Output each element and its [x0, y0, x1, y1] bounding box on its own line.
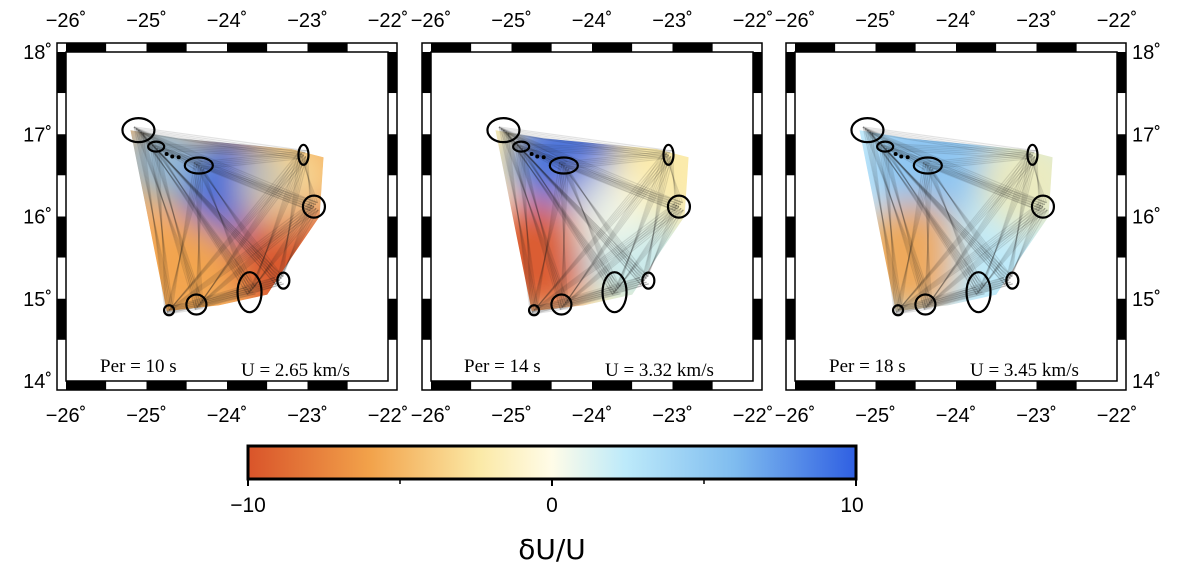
lon-tick-label-top: −23˚ [287, 10, 328, 32]
lon-tick-label-top: −25˚ [855, 10, 896, 32]
lon-tick-label-bottom: −26˚ [46, 405, 87, 427]
colorbar-label: δU/U [518, 533, 586, 566]
colorbar: −10 0 10 δU/U [230, 444, 864, 566]
lon-tick-label-bottom: −25˚ [126, 405, 167, 427]
lon-tick-label-top: −25˚ [126, 10, 167, 32]
velocity-label-2: U = 3.45 km/s [970, 360, 1079, 381]
velocity-label-1: U = 3.32 km/s [605, 360, 714, 381]
lon-tick-label-bottom: −24˚ [936, 405, 977, 427]
lon-tick-label-bottom: −25˚ [855, 405, 896, 427]
lon-tick-label-bottom: −22˚ [368, 405, 409, 427]
lon-tick-label-top: −25˚ [491, 10, 532, 32]
lon-tick-label-bottom: −23˚ [1016, 405, 1057, 427]
lat-tick-label: 15˚ [1132, 289, 1161, 311]
lat-tick-label: 16˚ [1132, 207, 1161, 229]
colorbar-tick-label-mid: 0 [546, 494, 558, 517]
lon-tick-label-top: −26˚ [46, 10, 87, 32]
lon-tick-label-bottom: −26˚ [411, 405, 452, 427]
lon-tick-label-bottom: −22˚ [1097, 405, 1138, 427]
lon-tick-label-bottom: −23˚ [287, 405, 328, 427]
lon-tick-label-top: −24˚ [572, 10, 613, 32]
lat-tick-label: 17˚ [1132, 124, 1161, 146]
lon-tick-label-bottom: −24˚ [207, 405, 248, 427]
lat-tick-label: 15˚ [23, 289, 52, 311]
colorbar-gradient [246, 444, 858, 481]
map-frame [421, 42, 763, 391]
lon-tick-label-bottom: −23˚ [652, 405, 693, 427]
lon-tick-label-bottom: −22˚ [733, 405, 774, 427]
island-outlines [121, 117, 327, 317]
map-frame [785, 42, 1127, 391]
lon-tick-label-top: −24˚ [936, 10, 977, 32]
island-outlines [850, 117, 1056, 317]
lat-tick-label: 14˚ [1132, 371, 1161, 393]
lon-tick-label-top: −24˚ [207, 10, 248, 32]
colorbar-tick-label-min: −10 [230, 494, 266, 517]
lon-tick-label-bottom: −24˚ [572, 405, 613, 427]
lat-tick-label: 18˚ [23, 42, 52, 64]
period-label-2: Per = 18 s [829, 356, 906, 377]
colorbar-tick-label-max: 10 [840, 494, 863, 517]
lon-tick-label-top: −22˚ [733, 10, 774, 32]
island-outlines [486, 117, 692, 317]
map-panel-2: −26˚ −26˚ −25˚ −25˚ −24˚ −24˚ −23˚ −23˚ −22˚ −22˚… [775, 10, 1161, 427]
period-label-1: Per = 14 s [464, 356, 541, 377]
lat-tick-label: 17˚ [23, 124, 52, 146]
map-frame [56, 42, 398, 391]
lat-tick-label: 16˚ [23, 207, 52, 229]
lon-tick-label-top: −22˚ [1097, 10, 1138, 32]
lat-tick-label: 18˚ [1132, 42, 1161, 64]
lat-tick-label: 14˚ [23, 371, 52, 393]
lon-tick-label-top: −26˚ [775, 10, 816, 32]
lon-tick-label-top: −26˚ [411, 10, 452, 32]
velocity-label-0: U = 2.65 km/s [241, 360, 350, 381]
lon-tick-label-top: −23˚ [652, 10, 693, 32]
lon-tick-label-top: −23˚ [1016, 10, 1057, 32]
lon-tick-label-bottom: −26˚ [775, 405, 816, 427]
map-panel-1: −26˚ −26˚ −25˚ −25˚ −24˚ −24˚ −23˚ −23˚ −22˚ −22˚ [411, 10, 774, 427]
lon-tick-label-bottom: −25˚ [491, 405, 532, 427]
period-label-0: Per = 10 s [100, 356, 177, 377]
map-panel-0: −26˚ −26˚ −25˚ −25˚ −24˚ −24˚ −23˚ −23˚ −22˚ −22˚… [23, 10, 408, 427]
lon-tick-label-top: −22˚ [368, 10, 409, 32]
